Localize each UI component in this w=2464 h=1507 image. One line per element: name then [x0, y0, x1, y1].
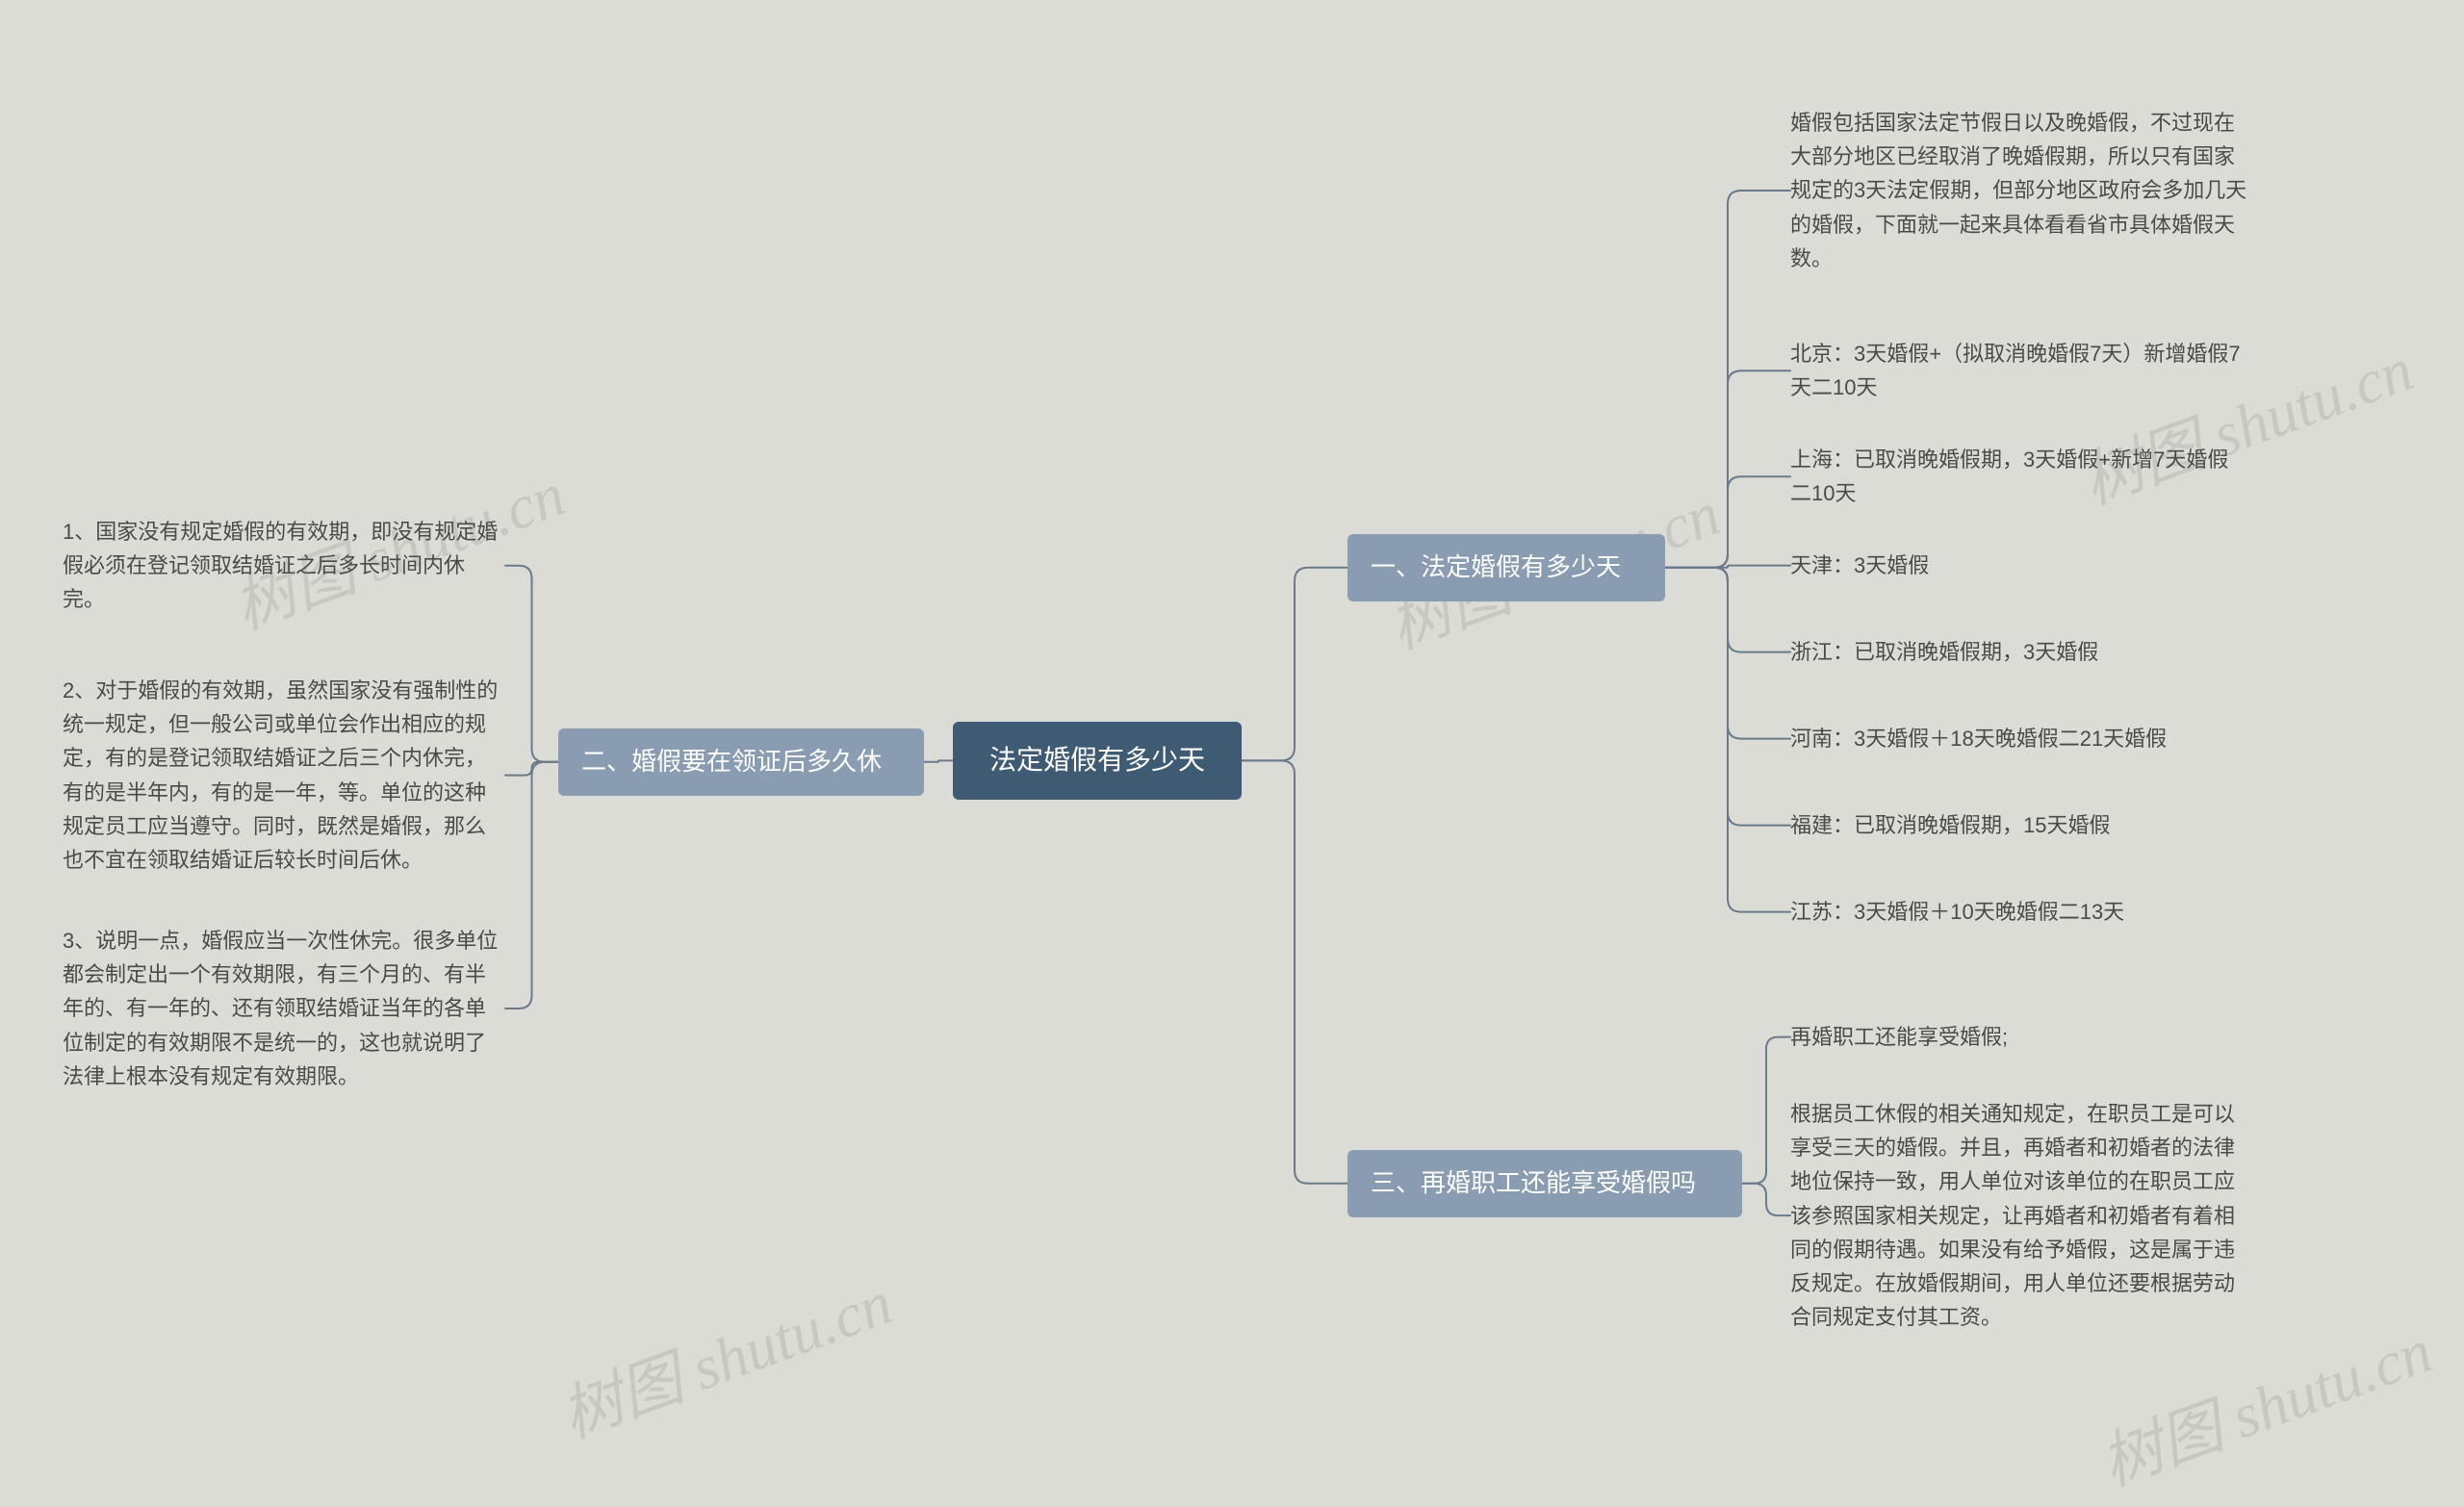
- watermark: 树图 shutu.cn: [548, 1254, 903, 1455]
- leaf-node-b3l1: 根据员工休假的相关通知规定，在职员工是可以享受三天的婚假。并且，再婚者和初婚者的…: [1790, 1097, 2247, 1334]
- leaf-node-b1l2: 上海：已取消晚婚假期，3天婚假+新增7天婚假二10天: [1790, 443, 2247, 510]
- branch-node-b2: 二、婚假要在领证后多久休: [558, 728, 924, 796]
- leaf-node-b1l0: 婚假包括国家法定节假日以及晚婚假，不过现在大部分地区已经取消了晚婚假期，所以只有…: [1790, 106, 2247, 275]
- leaf-node-b3l0: 再婚职工还能享受婚假;: [1790, 1020, 2247, 1054]
- mindmap-canvas: 树图 shutu.cn树图 shutu.cn树图 shutu.cn树图 shut…: [0, 0, 2464, 1507]
- leaf-node-b1l1: 北京：3天婚假+（拟取消晚婚假7天）新增婚假7天二10天: [1790, 337, 2247, 404]
- leaf-node-b1l7: 江苏：3天婚假＋10天晚婚假二13天: [1790, 895, 2247, 929]
- leaf-node-b1l5: 河南：3天婚假＋18天晚婚假二21天婚假: [1790, 722, 2247, 755]
- root-node: 法定婚假有多少天: [953, 722, 1242, 800]
- leaf-node-b2l0: 1、国家没有规定婚假的有效期，即没有规定婚假必须在登记领取结婚证之后多长时间内休…: [63, 515, 505, 617]
- leaf-node-b2l1: 2、对于婚假的有效期，虽然国家没有强制性的统一规定，但一般公司或单位会作出相应的…: [63, 674, 505, 877]
- leaf-node-b1l4: 浙江：已取消晚婚假期，3天婚假: [1790, 635, 2247, 669]
- leaf-node-b1l3: 天津：3天婚假: [1790, 549, 2247, 582]
- leaf-node-b2l2: 3、说明一点，婚假应当一次性休完。很多单位都会制定出一个有效期限，有三个月的、有…: [63, 924, 505, 1093]
- leaf-node-b1l6: 福建：已取消晚婚假期，15天婚假: [1790, 808, 2247, 842]
- branch-node-b3: 三、再婚职工还能享受婚假吗: [1348, 1150, 1742, 1217]
- branch-node-b1: 一、法定婚假有多少天: [1348, 534, 1665, 601]
